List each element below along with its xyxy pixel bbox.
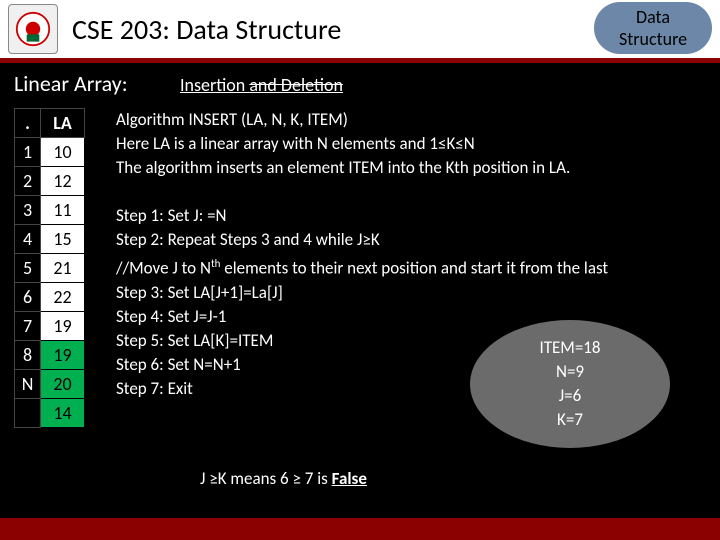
table-row: 212: [15, 167, 85, 196]
algo-line: Algorithm INSERT (LA, N, K, ITEM): [116, 108, 708, 132]
algo-line: Step 2: Repeat Steps 3 and 4 while J≥K: [116, 228, 708, 252]
algo-line: //Move J to Nth elements to their next p…: [116, 252, 708, 281]
row-value: 12: [41, 167, 85, 196]
exec-pointer: While executing: [300, 356, 450, 376]
col-value: LA: [41, 109, 85, 138]
state-bubble: ITEM=18 N=9 J=6 K=7: [470, 320, 670, 448]
university-logo: [8, 4, 58, 54]
conclusion-prefix: J ≥K means 6 ≥ 7 is: [200, 468, 332, 489]
table-row: 521: [15, 254, 85, 283]
section-title: Linear Array:: [14, 70, 128, 97]
badge-line1: Data: [636, 6, 670, 28]
row-index: 2: [15, 167, 41, 196]
row-value: 14: [41, 399, 85, 428]
algo-line: Step 4: Set J=J-1: [116, 305, 708, 329]
row-index: 6: [15, 283, 41, 312]
row-index: [15, 399, 41, 428]
row-value: 22: [41, 283, 85, 312]
table-row: 819: [15, 341, 85, 370]
state-item: J=6: [559, 384, 582, 408]
state-item: K=7: [557, 408, 583, 432]
topic-struck: and Deletion: [249, 74, 343, 96]
table-row: 415: [15, 225, 85, 254]
col-index: .: [15, 109, 41, 138]
state-item: ITEM=18: [539, 336, 600, 360]
row-value: 21: [41, 254, 85, 283]
row-value: 20: [41, 370, 85, 399]
badge-line2: Structure: [619, 28, 687, 50]
row-index: 7: [15, 312, 41, 341]
table-row: 719: [15, 312, 85, 341]
exec-label: While executing: [346, 357, 450, 376]
arrow-left-icon: [300, 356, 316, 376]
logo-icon: [15, 11, 51, 47]
row-value: 19: [41, 341, 85, 370]
algo-line: Step 3: Set LA[J+1]=La[J]: [116, 281, 708, 305]
algo-blank: [116, 180, 708, 204]
row-value: 11: [41, 196, 85, 225]
arrow-stem: [316, 364, 344, 369]
row-index: 1: [15, 138, 41, 167]
header-stripe: [0, 58, 720, 63]
topic-prefix: Insertion: [180, 74, 249, 96]
row-index: 3: [15, 196, 41, 225]
row-index: 8: [15, 341, 41, 370]
algo-line: Step 1: Set J: =N: [116, 204, 708, 228]
table-row: N20: [15, 370, 85, 399]
state-item: N=9: [556, 360, 584, 384]
table-row: 110: [15, 138, 85, 167]
row-value: 15: [41, 225, 85, 254]
row-value: 10: [41, 138, 85, 167]
row-index: N: [15, 370, 41, 399]
row-index: 4: [15, 225, 41, 254]
table-row: 14: [15, 399, 85, 428]
table-row: 311: [15, 196, 85, 225]
course-title: CSE 203: Data Structure: [72, 12, 341, 47]
section-topic: Insertion and Deletion: [180, 74, 343, 96]
table-row: 622: [15, 283, 85, 312]
header-bar: CSE 203: Data Structure Data Structure: [0, 0, 720, 58]
array-table: . LA 110212311415521622719819N2014: [14, 108, 85, 428]
algo-line: The algorithm inserts an element ITEM in…: [116, 156, 708, 180]
row-index: 5: [15, 254, 41, 283]
topic-badge: Data Structure: [594, 2, 712, 54]
conclusion-emph: False: [332, 468, 367, 489]
table-header-row: . LA: [15, 109, 85, 138]
conclusion-text: J ≥K means 6 ≥ 7 is False: [200, 468, 367, 489]
row-value: 19: [41, 312, 85, 341]
algo-line: Here LA is a linear array with N element…: [116, 132, 708, 156]
footer-stripe: [0, 518, 720, 540]
